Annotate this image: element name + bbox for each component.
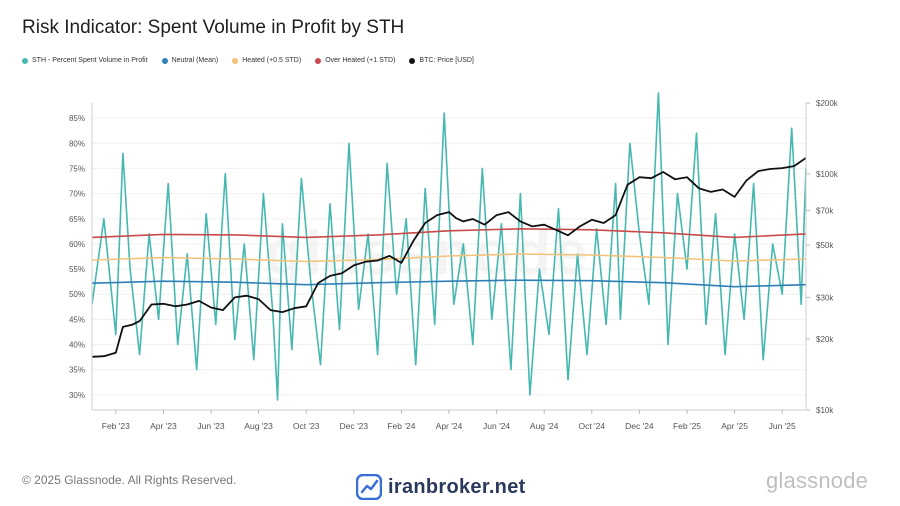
chart-title: Risk Indicator: Spent Volume in Profit b…: [22, 17, 405, 38]
legend-label: Heated (+0.5 STD): [242, 57, 302, 64]
legend-item-sth[interactable]: STH - Percent Spent Volume in Profit: [22, 57, 148, 64]
legend-swatch: [315, 57, 322, 64]
legend-label: Neutral (Mean): [171, 57, 219, 64]
left-tick-label: 85%: [69, 114, 85, 123]
right-tick-label: $100k: [816, 170, 839, 179]
right-tick-label: $30k: [816, 293, 834, 302]
right-tick-label: $10k: [816, 406, 834, 415]
left-tick-label: 40%: [69, 341, 85, 350]
x-tick-label: Oct '23: [293, 421, 320, 431]
legend-item-btc-price[interactable]: BTC: Price [USD]: [409, 57, 474, 64]
left-tick-label: 75%: [69, 164, 85, 173]
x-tick-label: Feb '23: [102, 421, 130, 431]
btc-price-line: [91, 157, 807, 358]
left-tick-label: 50%: [69, 290, 85, 299]
left-tick-label: 55%: [69, 265, 85, 274]
right-tick-label: $20k: [816, 335, 834, 344]
left-tick-label: 70%: [69, 190, 85, 199]
overheated-line: [91, 228, 807, 239]
series-layer: [91, 92, 807, 401]
x-tick-label: Aug '23: [244, 421, 273, 431]
legend-item-overheated[interactable]: Over Heated (+1 STD): [315, 57, 395, 64]
legend-swatch: [22, 57, 28, 64]
legend-item-heated[interactable]: Heated (+0.5 STD): [232, 57, 301, 64]
copyright-text: © 2025 Glassnode. All Rights Reserved.: [22, 473, 237, 487]
left-tick-label: 80%: [69, 139, 85, 148]
x-tick-label: Apr '24: [436, 421, 463, 431]
legend-label: STH - Percent Spent Volume in Profit: [32, 57, 148, 64]
heated-line: [91, 253, 807, 263]
legend: STH - Percent Spent Volume in Profit Neu…: [22, 57, 474, 64]
legend-swatch: [161, 57, 168, 64]
iranbroker-logo-icon: [356, 474, 382, 500]
left-tick-label: 30%: [69, 391, 85, 400]
left-tick-label: 60%: [69, 240, 85, 249]
iranbroker-name: iranbroker.net: [388, 475, 526, 498]
legend-swatch: [409, 57, 416, 64]
axes-layer: 85% 80% 75% 70% 65% 60% 55% 50% 45% 40% 35% 30% $200…: [69, 99, 839, 431]
legend-label: Over Heated (+1 STD): [325, 57, 396, 64]
x-tick-label: Apr '25: [721, 421, 748, 431]
right-tick-label: $50k: [816, 241, 834, 250]
x-tick-label: Dec '24: [625, 421, 654, 431]
x-tick-label: Apr '23: [150, 421, 177, 431]
neutral-mean-line: [91, 279, 807, 288]
left-tick-label: 65%: [69, 215, 85, 224]
x-tick-label: Feb '25: [673, 421, 701, 431]
x-tick-label: Oct '24: [578, 421, 605, 431]
x-tick-label: Jun '24: [483, 421, 510, 431]
legend-swatch: [232, 57, 239, 64]
left-tick-label: 45%: [69, 315, 85, 324]
x-tick-label: Aug '24: [530, 421, 559, 431]
iranbroker-brand[interactable]: iranbroker.net: [356, 474, 526, 500]
x-tick-label: Jun '25: [769, 421, 796, 431]
x-tick-label: Jun '23: [197, 421, 224, 431]
glassnode-brand: glassnode: [766, 468, 869, 493]
legend-item-neutral[interactable]: Neutral (Mean): [161, 57, 219, 64]
right-tick-label: $200k: [816, 99, 839, 108]
right-tick-label: $70k: [816, 207, 834, 216]
sth-spent-volume-line: [91, 92, 807, 401]
x-tick-label: Dec '23: [340, 421, 369, 431]
left-tick-label: 35%: [69, 366, 85, 375]
x-tick-label: Feb '24: [387, 421, 415, 431]
legend-label: BTC: Price [USD]: [419, 57, 474, 64]
